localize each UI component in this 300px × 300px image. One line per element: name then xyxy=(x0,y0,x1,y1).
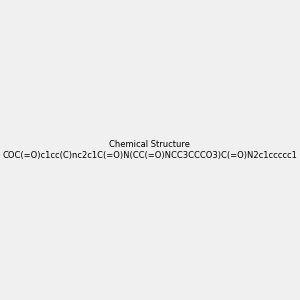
Text: Chemical Structure
COC(=O)c1cc(C)nc2c1C(=O)N(CC(=O)NCC3CCCO3)C(=O)N2c1ccccc1: Chemical Structure COC(=O)c1cc(C)nc2c1C(… xyxy=(3,140,297,160)
